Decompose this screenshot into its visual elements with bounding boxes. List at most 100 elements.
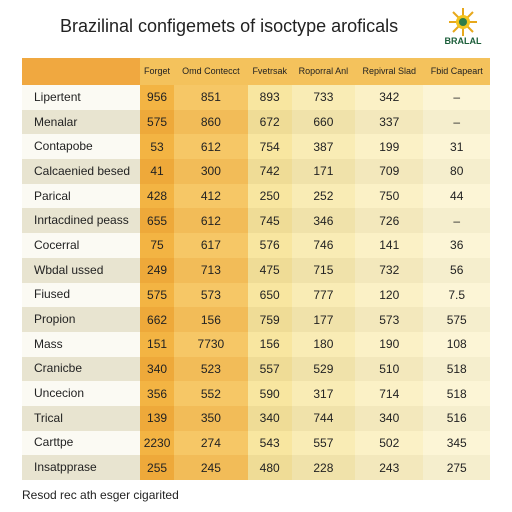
table-row: Uncecion 356 552 590 317 714 518 <box>22 381 490 406</box>
row-label: Trical <box>22 405 140 431</box>
logo-text: BRALAL <box>444 36 482 46</box>
row-label: Wbdal ussed <box>22 257 140 283</box>
table-row: Mass 151 7730 156 180 190 108 <box>22 331 490 357</box>
value-cell: 617 <box>174 233 248 258</box>
value-cell: 245 <box>174 455 248 480</box>
header-cell: Roporral Anl <box>291 58 356 85</box>
table-row: Menalar 575 860 672 660 337– <box>22 109 490 135</box>
header-cell: Omd Contecct <box>174 58 248 85</box>
value-cell: 523 <box>174 356 248 382</box>
value-cell: 53 <box>140 134 175 160</box>
value-cell: 662 <box>140 307 175 332</box>
value-cell: 650 <box>247 282 292 308</box>
value-cell: 120 <box>355 282 424 308</box>
value-cell: 742 <box>247 159 292 184</box>
value-cell: 660 <box>291 109 356 135</box>
table-row: Trical 139 350 340 744 340 516 <box>22 405 490 431</box>
value-cell: 502 <box>355 430 424 456</box>
row-label: Fiused <box>22 282 140 308</box>
header-cell: Repivral Slad <box>355 58 424 85</box>
table-row: Calcaenied besed 41 300 742 171 709 80 <box>22 159 490 184</box>
value-cell: 317 <box>291 381 356 406</box>
value-cell: 744 <box>291 405 356 431</box>
value-cell: 340 <box>247 405 292 431</box>
value-cell: 777 <box>291 282 356 308</box>
value-cell: 156 <box>174 307 248 332</box>
header-cell: Forget <box>140 58 175 85</box>
value-cell: 612 <box>174 134 248 160</box>
value-cell: 956 <box>140 85 175 110</box>
value-cell: 342 <box>355 85 424 110</box>
footer-note: Resod rec ath esger cigarited <box>22 488 179 502</box>
value-cell: 75 <box>140 233 175 258</box>
value-cell: 151 <box>140 331 175 357</box>
value-cell: 80 <box>423 159 490 184</box>
row-label: Mass <box>22 331 140 357</box>
value-cell: 510 <box>355 356 424 382</box>
value-cell: 732 <box>355 257 424 283</box>
value-cell: 255 <box>140 455 175 480</box>
value-cell: 590 <box>247 381 292 406</box>
value-cell: 480 <box>247 455 292 480</box>
value-cell: 746 <box>291 233 356 258</box>
value-cell: 518 <box>423 356 490 382</box>
value-cell: 612 <box>174 208 248 234</box>
value-cell: 713 <box>174 257 248 283</box>
header-cell: Fbid Capeart <box>423 58 490 85</box>
value-cell: 250 <box>247 183 292 209</box>
value-cell: 851 <box>174 85 248 110</box>
value-cell: 575 <box>140 109 175 135</box>
value-cell: 475 <box>247 257 292 283</box>
table-row: Parical 428 412 250 252 750 44 <box>22 183 490 209</box>
value-cell: 199 <box>355 134 424 160</box>
value-cell: 709 <box>355 159 424 184</box>
value-cell: 356 <box>140 381 175 406</box>
value-cell: – <box>423 85 490 110</box>
value-cell: 141 <box>355 233 424 258</box>
value-cell: 575 <box>140 282 175 308</box>
value-cell: 139 <box>140 405 175 431</box>
value-cell: 44 <box>423 183 490 209</box>
title: Brazilinal configemets of isoctype arofi… <box>60 16 399 36</box>
value-cell: 252 <box>291 183 356 209</box>
value-cell: 759 <box>247 307 292 332</box>
value-cell: – <box>423 208 490 234</box>
value-cell: 36 <box>423 233 490 258</box>
value-cell: 346 <box>291 208 356 234</box>
value-cell: 733 <box>291 85 356 110</box>
value-cell: 557 <box>247 356 292 382</box>
value-cell: 575 <box>423 307 490 332</box>
value-cell: 156 <box>247 331 292 357</box>
value-cell: 340 <box>140 356 175 382</box>
value-cell: 573 <box>174 282 248 308</box>
value-cell: – <box>423 109 490 135</box>
value-cell: 7.5 <box>423 282 490 308</box>
header-row: Forget Omd Contecct Fvetrsak Roporral Anl Re… <box>22 58 490 85</box>
value-cell: 573 <box>355 307 424 332</box>
row-label: Propion <box>22 307 140 332</box>
table-row: Insatpprase 255 245 480 228 243 275 <box>22 455 490 480</box>
logo: BRALAL <box>436 6 490 46</box>
table-row: Propion 662 156 759 177 573 575 <box>22 307 490 332</box>
row-label: Cranicbe <box>22 356 140 382</box>
table-row: Inrtacdined peass 655 612 745 346 726– <box>22 208 490 234</box>
value-cell: 243 <box>355 455 424 480</box>
value-cell: 428 <box>140 183 175 209</box>
value-cell: 2230 <box>140 430 175 456</box>
value-cell: 228 <box>291 455 356 480</box>
table-row: Cranicbe 340 523 557 529 510 518 <box>22 356 490 382</box>
value-cell: 672 <box>247 109 292 135</box>
value-cell: 714 <box>355 381 424 406</box>
row-label: Menalar <box>22 109 140 135</box>
value-cell: 7730 <box>174 331 248 357</box>
value-cell: 516 <box>423 405 490 431</box>
value-cell: 529 <box>291 356 356 382</box>
value-cell: 412 <box>174 183 248 209</box>
value-cell: 745 <box>247 208 292 234</box>
header-cell: Fvetrsak <box>247 58 292 85</box>
table-row: Cocerral 75 617 576 746 141 36 <box>22 233 490 258</box>
value-cell: 655 <box>140 208 175 234</box>
row-label: Lipertent <box>22 85 140 110</box>
value-cell: 893 <box>247 85 292 110</box>
